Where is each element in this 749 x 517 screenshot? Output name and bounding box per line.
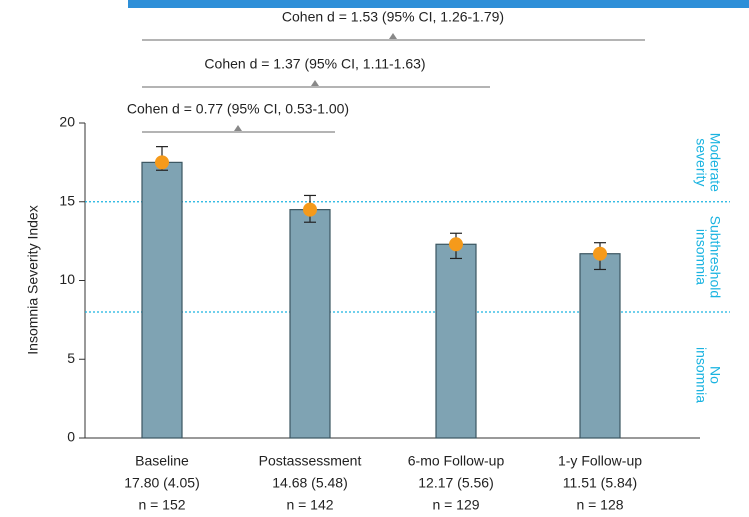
x-tick-label: Postassessment	[259, 453, 362, 469]
region-label: No	[707, 366, 723, 384]
x-tick-n: n = 152	[138, 497, 185, 513]
x-tick-stats: 17.80 (4.05)	[124, 475, 200, 491]
y-tick-label: 0	[67, 429, 75, 445]
region-label: Moderate	[707, 133, 723, 192]
bracket-marker	[389, 33, 397, 39]
bracket-marker	[311, 80, 319, 86]
region-label: insomnia	[693, 347, 709, 403]
x-tick-stats: 14.68 (5.48)	[272, 475, 348, 491]
region-label: severity	[693, 138, 709, 186]
y-axis-label: Insomnia Severity Index	[25, 205, 41, 354]
region-label: insomnia	[693, 229, 709, 285]
header-band	[128, 0, 749, 8]
effect-size-label: Cohen d = 1.37 (95% CI, 1.11-1.63)	[204, 56, 425, 72]
x-tick-label: 6-mo Follow-up	[408, 453, 505, 469]
x-tick-stats: 11.51 (5.84)	[563, 475, 637, 491]
mean-point	[155, 155, 169, 170]
x-tick-label: Baseline	[135, 453, 189, 469]
x-tick-n: n = 142	[286, 497, 333, 513]
y-tick-label: 20	[59, 114, 75, 130]
bar	[141, 161, 183, 439]
mean-point	[449, 237, 463, 252]
y-tick-label: 5	[67, 350, 75, 366]
mean-point	[593, 246, 607, 261]
x-tick-n: n = 128	[576, 497, 623, 513]
x-tick-label: 1-y Follow-up	[558, 453, 642, 469]
y-tick-label: 15	[59, 192, 75, 208]
x-tick-stats: 12.17 (5.56)	[418, 475, 494, 491]
mean-point	[303, 202, 317, 217]
bar	[435, 243, 477, 439]
x-tick-n: n = 129	[432, 497, 479, 513]
region-label: Subthreshold	[707, 216, 723, 299]
bar	[289, 209, 331, 439]
y-tick-label: 10	[59, 271, 75, 287]
effect-size-label: Cohen d = 0.77 (95% CI, 0.53-1.00)	[127, 101, 349, 117]
bar	[579, 253, 621, 439]
bracket-marker	[234, 125, 242, 131]
effect-size-label: Cohen d = 1.53 (95% CI, 1.26-1.79)	[282, 9, 504, 25]
